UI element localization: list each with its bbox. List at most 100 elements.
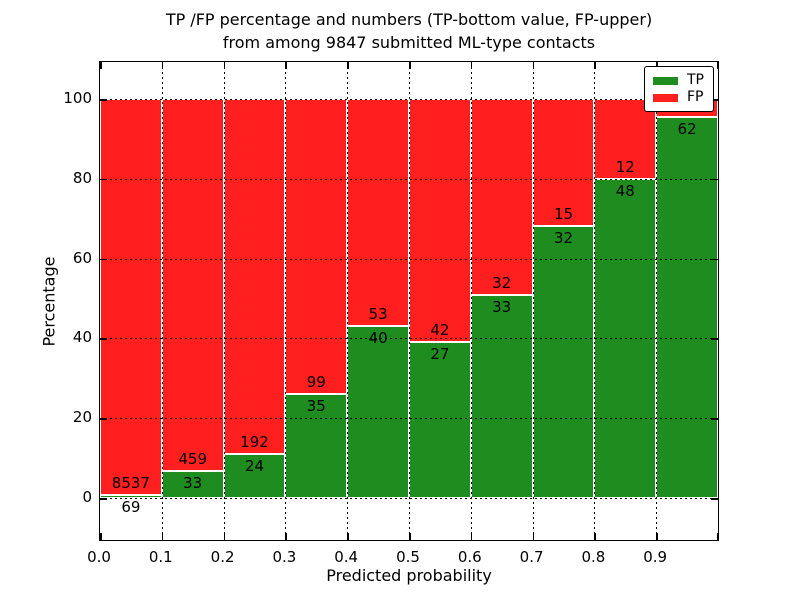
x-tick-mark [470, 62, 473, 69]
bar-count-fp: 32 [492, 274, 512, 293]
chart-title-line1: TP /FP percentage and numbers (TP-bottom… [165, 10, 653, 29]
y-tick-label: 0 [82, 488, 92, 506]
gridline-vertical [532, 62, 534, 540]
x-tick-label: 0.4 [334, 548, 359, 566]
x-tick-mark [594, 533, 596, 540]
legend: TP FP [644, 66, 714, 112]
y-tick-mark [711, 258, 718, 261]
bar-count-tp: 33 [492, 298, 512, 317]
x-tick-label: 0.1 [148, 548, 173, 566]
y-tick-label: 20 [72, 408, 92, 427]
y-tick-mark [100, 338, 107, 340]
tp-swatch-icon [653, 76, 678, 85]
x-tick-mark [532, 62, 535, 69]
x-tick-mark [223, 533, 226, 540]
x-tick-mark [656, 62, 658, 69]
y-tick-label: 80 [72, 168, 92, 187]
y-tick-mark [100, 418, 107, 420]
y-tick-mark [711, 418, 718, 420]
y-tick-label: 60 [72, 248, 92, 267]
y-tick-mark [100, 99, 107, 101]
y-tick-mark [711, 498, 718, 500]
bar-segment-fp [409, 99, 471, 342]
x-tick-mark [716, 62, 718, 69]
bar-count-tp: 40 [368, 329, 388, 348]
gridline-vertical [223, 62, 225, 540]
x-axis-label: Predicted probability [326, 566, 492, 585]
bar-count-fp: 99 [306, 372, 326, 391]
x-tick-mark [100, 62, 102, 69]
x-tick-label: 0.2 [210, 548, 235, 566]
x-tick-mark [285, 62, 287, 69]
bar-count-tp: 69 [121, 497, 141, 516]
bar-segment-tp [100, 494, 162, 498]
x-tick-mark [409, 62, 411, 69]
x-tick-mark [347, 533, 349, 540]
bar-count-tp: 27 [430, 344, 450, 363]
legend-label-fp: FP [687, 89, 704, 105]
bar-count-tp: 48 [615, 181, 635, 200]
y-tick-mark [100, 258, 107, 261]
x-tick-mark [347, 62, 349, 69]
bar-segment-fp [100, 99, 162, 495]
x-tick-mark [656, 533, 658, 540]
plot-area: 8537 69 459 33 192 24 99 35 53 40 42 27 32 33 15 32 12 48… [99, 61, 719, 541]
bar-segment-fp [285, 99, 348, 394]
x-tick-mark [716, 533, 718, 540]
y-tick-mark [711, 178, 718, 181]
y-tick-mark [100, 498, 107, 500]
x-tick-mark [161, 533, 164, 540]
bar-count-fp: 459 [178, 450, 208, 469]
bar-count-tp: 33 [183, 474, 203, 493]
bar-count-fp: 15 [553, 205, 574, 224]
bar-count-fp: 12 [615, 157, 635, 176]
chart-title-line2: from among 9847 submitted ML-type contac… [222, 33, 596, 52]
bar-count-fp: 8537 [111, 473, 150, 492]
bar-segment-fp [223, 99, 286, 454]
x-tick-mark [594, 62, 596, 69]
gridline-vertical [409, 62, 410, 540]
bar-segment-tp [470, 295, 533, 498]
bar-count-tp: 35 [306, 396, 326, 415]
x-tick-label: 0.8 [581, 548, 606, 566]
bar-segment-tp [285, 393, 348, 498]
gridline-vertical [161, 62, 163, 540]
y-tick-mark [711, 338, 718, 340]
legend-item-fp: FP [653, 89, 705, 106]
x-tick-mark [161, 62, 164, 69]
bar-segment-fp [347, 99, 409, 327]
gridline-vertical [285, 62, 287, 540]
x-tick-label: 0.7 [519, 548, 544, 566]
legend-label-tp: TP [687, 72, 704, 88]
bar-count-fp: 53 [368, 305, 388, 324]
x-tick-mark [470, 533, 473, 540]
x-tick-mark [285, 533, 287, 540]
y-tick-label: 40 [72, 328, 92, 347]
bar-segment-fp [161, 99, 224, 472]
bar-segment-tp [347, 326, 409, 498]
x-tick-mark [100, 533, 102, 540]
bar-segment-tp [161, 471, 224, 498]
chart-title: TP /FP percentage and numbers (TP-bottom… [100, 8, 718, 54]
x-tick-label: 0.5 [396, 548, 420, 566]
bar-count-tp: 24 [244, 456, 265, 475]
y-tick-label: 100 [63, 89, 92, 107]
gridline-vertical [656, 62, 658, 540]
bar-count-tp: 62 [677, 120, 697, 139]
bar-segment-fp [470, 99, 533, 296]
x-tick-label: 0.3 [272, 548, 297, 566]
fp-swatch-icon [653, 93, 678, 102]
bar-segment-fp [532, 99, 595, 227]
bar-segment-tp [532, 226, 595, 498]
x-tick-label: 0.9 [643, 548, 668, 566]
bar-count-fp: 42 [430, 320, 450, 339]
bar-segment-tp [409, 341, 471, 498]
x-tick-label: 0.0 [87, 548, 111, 566]
gridline-vertical [470, 62, 472, 540]
y-tick-mark [711, 99, 718, 101]
x-tick-mark [223, 62, 226, 69]
y-tick-mark [100, 178, 107, 181]
x-tick-mark [532, 533, 535, 540]
x-tick-mark [409, 533, 411, 540]
